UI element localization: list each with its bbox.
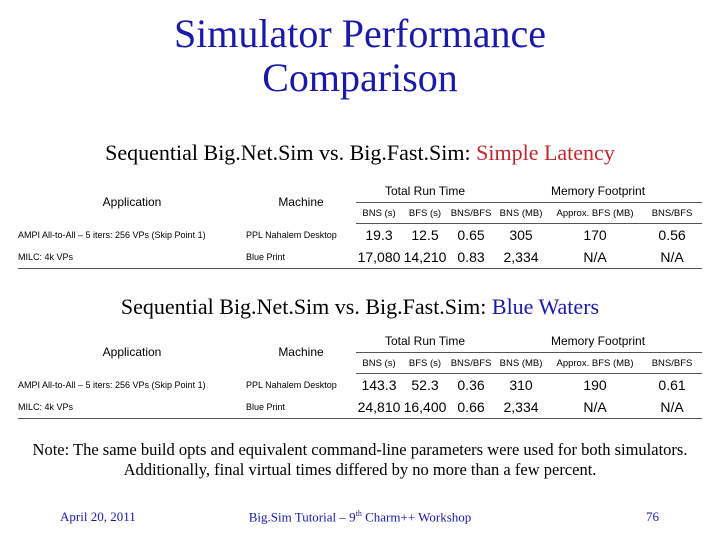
slide-title: Simulator Performance Comparison — [0, 12, 720, 100]
cell-bfs-mb: 190 — [583, 377, 607, 393]
footer-title-main: Big.Sim Tutorial – 9 — [248, 509, 356, 525]
cell-bfs-s: 52.3 — [411, 377, 439, 393]
cell-bfs-s: 16,400 — [402, 396, 448, 419]
section-heading-prefix: Sequential Big.Net.Sim vs. Big.Fast.Sim: — [120, 294, 492, 319]
footer-title-rest: Charm++ Workshop — [361, 509, 472, 525]
cell-bns-s: 17,080 — [356, 246, 402, 269]
header-approx-bfs-mb: Approx. BFS (MB) — [548, 352, 643, 374]
section-heading-highlight: Simple Latency — [476, 140, 615, 165]
cell-application: MILC: 4k VPs — [18, 246, 246, 269]
title-line-1: Simulator Performance — [173, 11, 547, 56]
cell-machine: Blue Print — [246, 396, 356, 419]
cell-ratio-time: 0.36 — [457, 377, 485, 393]
header-bns-s: BNS (s) — [356, 202, 402, 224]
footer-title: Big.Sim Tutorial – 9th Charm++ Workshop — [0, 509, 720, 525]
header-application: Application — [102, 194, 162, 209]
cell-bns-mb: 305 — [509, 227, 533, 243]
results-table-blue-waters: Application Machine Total Run Time Memor… — [18, 330, 703, 419]
cell-application: AMPI All-to-All – 5 iters: 256 VPs (Skip… — [18, 379, 206, 390]
note-line-1: Note: The same build opts and equivalent… — [32, 440, 688, 459]
header-machine: Machine — [278, 344, 324, 359]
table-row: MILC: 4k VPs Blue Print 17,080 14,210 0.… — [18, 246, 703, 269]
table-row: AMPI All-to-All – 5 iters: 256 VPs (Skip… — [18, 224, 702, 247]
title-line-2: Comparison — [262, 55, 458, 100]
header-bns-bfs-time: BNS/BFS — [448, 202, 495, 224]
cell-machine: PPL Nahalem Desktop — [246, 229, 337, 240]
cell-bns-s: 143.3 — [361, 377, 397, 393]
cell-bfs-s: 12.5 — [411, 227, 439, 243]
cell-ratio-memory: 0.56 — [658, 227, 686, 243]
section-heading-highlight: Blue Waters — [491, 294, 600, 319]
footer-title-superscript: th — [355, 509, 362, 518]
cell-application: MILC: 4k VPs — [18, 396, 246, 419]
cell-ratio-time: 0.65 — [457, 227, 485, 243]
cell-bns-mb: 2,334 — [494, 246, 549, 269]
note-text: Note: The same build opts and equivalent… — [14, 440, 706, 480]
cell-bfs-s: 14,210 — [402, 246, 448, 269]
cell-machine: Blue Print — [246, 246, 356, 269]
cell-bfs-mb: 170 — [583, 227, 607, 243]
cell-ratio-memory: N/A — [642, 396, 703, 419]
header-approx-bfs-mb: Approx. BFS (MB) — [548, 202, 643, 224]
header-bns-mb: BNS (MB) — [494, 202, 549, 224]
header-memory-footprint: Memory Footprint — [494, 330, 703, 353]
cell-machine: PPL Nahalem Desktop — [246, 379, 337, 390]
table-row: AMPI All-to-All – 5 iters: 256 VPs (Skip… — [18, 374, 702, 397]
header-bns-mb: BNS (MB) — [494, 352, 549, 374]
cell-bfs-mb: N/A — [548, 396, 643, 419]
page-number: 76 — [646, 509, 659, 524]
header-total-run-time: Total Run Time — [356, 180, 495, 203]
cell-bns-s: 19.3 — [365, 227, 393, 243]
header-bfs-s: BFS (s) — [402, 352, 448, 374]
header-total-run-time: Total Run Time — [356, 330, 495, 353]
note-line-2: Additionally, final virtual times differ… — [123, 460, 597, 479]
results-table-simple-latency: Application Machine Total Run Time Memor… — [18, 180, 703, 269]
cell-bns-mb: 2,334 — [494, 396, 549, 419]
footer-date: April 20, 2011 — [60, 509, 136, 524]
section-heading-blue-waters: Sequential Big.Net.Sim vs. Big.Fast.Sim:… — [0, 294, 720, 320]
header-bns-bfs-time: BNS/BFS — [448, 352, 495, 374]
cell-ratio-time: 0.83 — [448, 246, 495, 269]
header-bns-s: BNS (s) — [356, 352, 402, 374]
cell-ratio-memory: 0.61 — [658, 377, 686, 393]
header-bfs-s: BFS (s) — [402, 202, 448, 224]
cell-bns-s: 24,810 — [356, 396, 402, 419]
header-memory-footprint: Memory Footprint — [494, 180, 703, 203]
header-bns-bfs-memory: BNS/BFS — [642, 352, 703, 374]
cell-ratio-memory: N/A — [642, 246, 703, 269]
section-heading-simple-latency: Sequential Big.Net.Sim vs. Big.Fast.Sim:… — [0, 140, 720, 166]
section-heading-prefix: Sequential Big.Net.Sim vs. Big.Fast.Sim: — [105, 140, 477, 165]
header-bns-bfs-memory: BNS/BFS — [642, 202, 703, 224]
cell-ratio-time: 0.66 — [448, 396, 495, 419]
cell-application: AMPI All-to-All – 5 iters: 256 VPs (Skip… — [18, 229, 206, 240]
header-application: Application — [102, 344, 162, 359]
header-machine: Machine — [278, 194, 324, 209]
cell-bns-mb: 310 — [509, 377, 533, 393]
table-row: MILC: 4k VPs Blue Print 24,810 16,400 0.… — [18, 396, 703, 419]
cell-bfs-mb: N/A — [548, 246, 643, 269]
